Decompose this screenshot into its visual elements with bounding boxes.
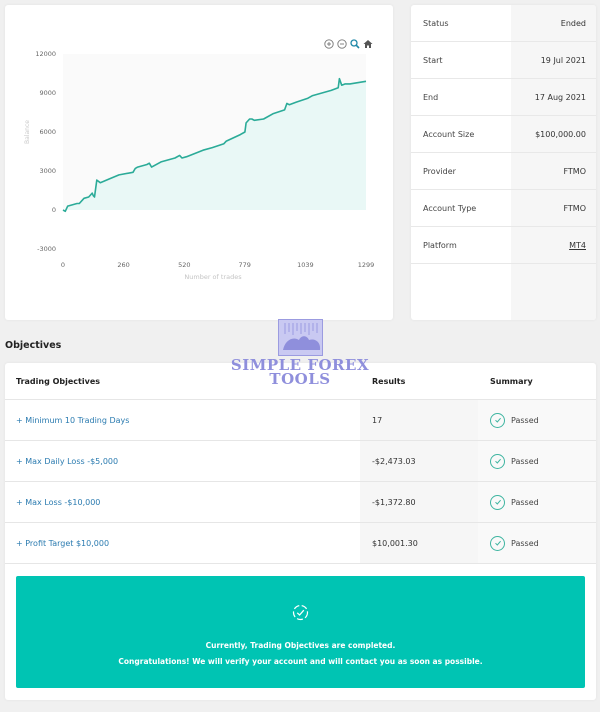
- info-row-account-type: Account Type FTMO: [411, 190, 596, 227]
- header-trading-objectives: Trading Objectives: [16, 376, 101, 386]
- start-date-value: 19 Jul 2021: [540, 55, 586, 65]
- objective-expand-link[interactable]: + Max Daily Loss -$5,000: [16, 456, 119, 466]
- table-header-row: Trading Objectives Results Summary: [5, 363, 596, 400]
- summary-status: Passed: [511, 497, 539, 507]
- info-label: Account Type: [423, 203, 477, 213]
- y-axis-label: Balance: [24, 120, 31, 144]
- objective-expand-link[interactable]: + Minimum 10 Trading Days: [16, 415, 130, 425]
- account-size-value: $100,000.00: [535, 129, 586, 139]
- account-type-value: FTMO: [563, 203, 586, 213]
- objectives-table: Trading Objectives Results Summary + Min…: [5, 363, 596, 564]
- info-label: Status: [423, 18, 449, 28]
- result-value: 17: [372, 415, 383, 425]
- info-row-status: Status Ended: [411, 5, 596, 42]
- summary-status: Passed: [511, 456, 539, 466]
- objectives-card: Trading Objectives Results Summary + Min…: [5, 363, 596, 700]
- objective-expand-link[interactable]: + Max Loss -$10,000: [16, 497, 101, 507]
- platform-link[interactable]: MT4: [569, 240, 586, 250]
- x-tick-label: 1039: [297, 261, 314, 269]
- selection-zoom-icon[interactable]: [350, 39, 360, 49]
- table-row: + Minimum 10 Trading Days 17 Passed: [5, 400, 596, 441]
- y-tick-label: 9000: [39, 89, 56, 97]
- home-reset-icon[interactable]: [363, 39, 373, 49]
- balance-chart[interactable]: 12000 9000 6000 3000 0 -3000 0 260 520 779 1039 12…: [5, 5, 393, 320]
- value-column-shade: [511, 5, 596, 320]
- objective-expand-link[interactable]: + Profit Target $10,000: [16, 538, 110, 548]
- y-tick-label: -3000: [37, 245, 56, 253]
- y-tick-label: 12000: [35, 50, 56, 58]
- x-tick-label: 1299: [358, 261, 375, 269]
- banner-message-line2: Congratulations! We will verify your acc…: [118, 657, 483, 666]
- y-tick-label: 0: [52, 206, 56, 214]
- info-label: End: [423, 92, 439, 102]
- table-row: + Profit Target $10,000 $10,001.30 Passe…: [5, 523, 596, 564]
- x-tick-label: 260: [117, 261, 129, 269]
- chart-toolbar: [324, 39, 373, 49]
- info-row-provider: Provider FTMO: [411, 153, 596, 190]
- summary-status: Passed: [511, 538, 539, 548]
- balance-chart-card: 12000 9000 6000 3000 0 -3000 0 260 520 779 1039 12…: [5, 5, 393, 320]
- info-row-end: End 17 Aug 2021: [411, 79, 596, 116]
- objectives-section-title: Objectives: [5, 340, 62, 351]
- check-circle-icon: [490, 494, 505, 510]
- check-circle-icon: [490, 412, 505, 428]
- zoom-out-icon[interactable]: [337, 39, 347, 49]
- header-results: Results: [372, 376, 406, 386]
- provider-value: FTMO: [563, 166, 586, 176]
- status-value: Ended: [560, 18, 586, 28]
- check-circle-icon: [490, 453, 505, 469]
- header-summary: Summary: [490, 376, 533, 386]
- table-row: + Max Loss -$10,000 -$1,372.80 Passed: [5, 482, 596, 523]
- banner-message-line1: Currently, Trading Objectives are comple…: [205, 641, 396, 650]
- objectives-completed-banner: Currently, Trading Objectives are comple…: [16, 576, 585, 688]
- summary-status: Passed: [511, 415, 539, 425]
- dashed-check-circle-icon: [292, 604, 309, 625]
- table-row: + Max Daily Loss -$5,000 -$2,473.03 Pass…: [5, 441, 596, 482]
- x-tick-label: 0: [61, 261, 65, 269]
- y-tick-label: 6000: [39, 128, 56, 136]
- x-tick-label: 520: [178, 261, 190, 269]
- info-label: Provider: [423, 166, 456, 176]
- info-row-account-size: Account Size $100,000.00: [411, 116, 596, 153]
- y-tick-label: 3000: [39, 167, 56, 175]
- info-label: Account Size: [423, 129, 475, 139]
- check-circle-icon: [490, 535, 505, 551]
- x-axis-label: Number of trades: [184, 273, 242, 281]
- bull-bear-logo-icon: [278, 319, 323, 356]
- zoom-in-icon[interactable]: [324, 39, 334, 49]
- end-date-value: 17 Aug 2021: [534, 92, 586, 102]
- result-value: -$2,473.03: [372, 456, 416, 466]
- account-info-card: Status Ended Start 19 Jul 2021 End 17 Au…: [411, 5, 596, 320]
- result-value: $10,001.30: [372, 538, 418, 548]
- info-row-start: Start 19 Jul 2021: [411, 42, 596, 79]
- info-label: Start: [423, 55, 443, 65]
- x-tick-label: 779: [238, 261, 250, 269]
- result-value: -$1,372.80: [372, 497, 416, 507]
- info-label: Platform: [423, 240, 457, 250]
- info-row-platform: Platform MT4: [411, 227, 596, 264]
